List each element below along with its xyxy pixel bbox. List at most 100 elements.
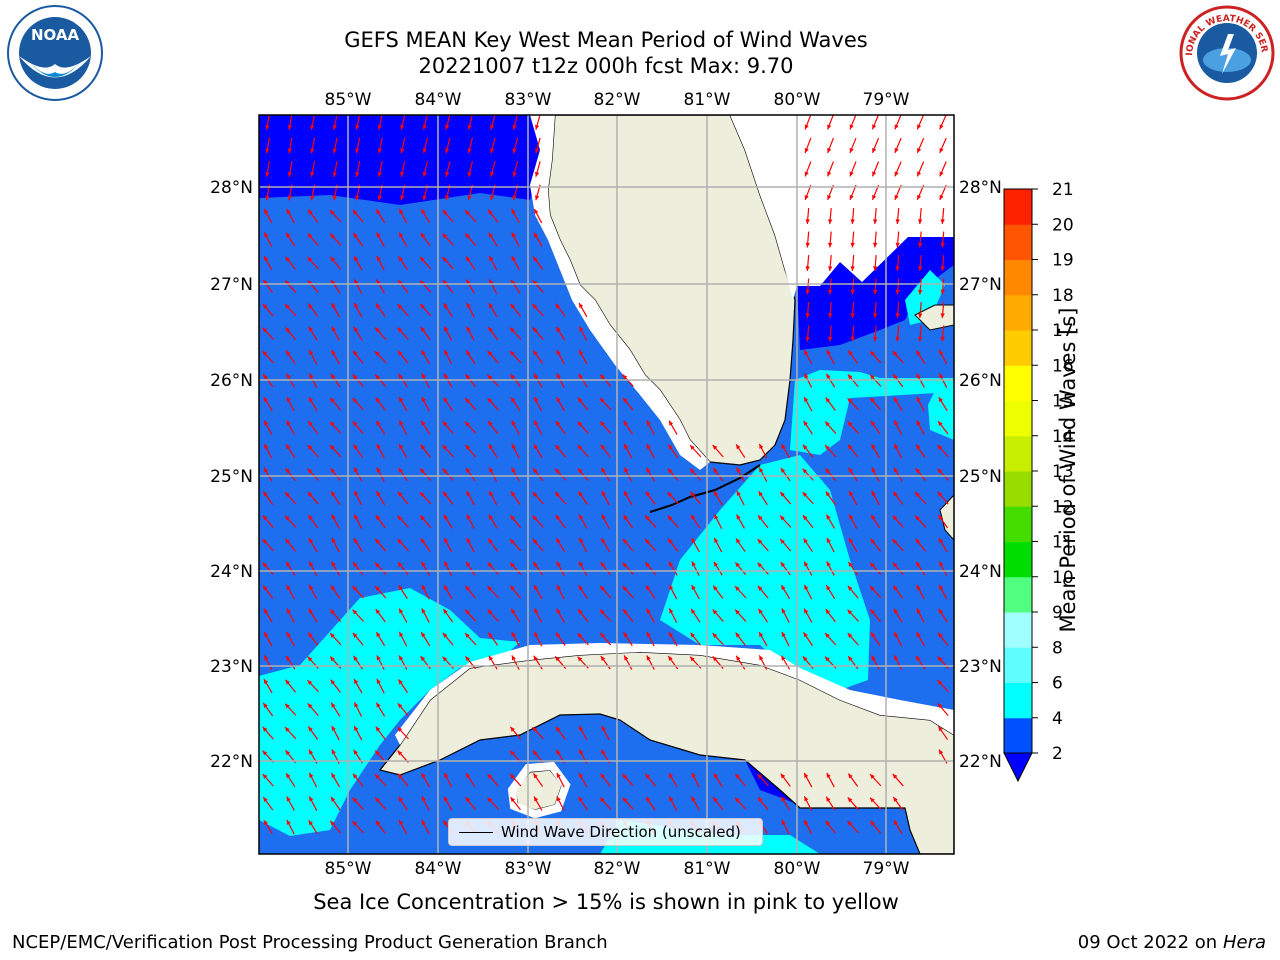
masked-coast-atlantic (730, 115, 954, 300)
wave-direction-arrow (488, 232, 498, 247)
wave-direction-arrow (644, 561, 657, 576)
noaa-logo: NOAA (7, 5, 103, 101)
wave-direction-arrow (488, 255, 498, 271)
wave-direction-arrow (600, 773, 611, 787)
wave-direction-arrow (825, 584, 836, 600)
wave-direction-arrow (286, 608, 295, 623)
wave-direction-arrow (599, 397, 612, 411)
colorbar-tick-label: 20 (1052, 215, 1074, 235)
wave-direction-arrow (914, 515, 927, 528)
wave-direction-arrow (578, 725, 588, 741)
wave-direction-arrow (398, 420, 408, 435)
wave-direction-arrow (376, 255, 385, 271)
wave-direction-arrow (284, 538, 297, 552)
wave-direction-arrow (689, 632, 702, 646)
lat-label-left: 24°N (210, 562, 253, 582)
wave-direction-arrow (918, 254, 923, 272)
lat-label-left: 25°N (210, 467, 253, 487)
colorbar-tick-label: 9 (1052, 603, 1063, 623)
colorbar-segment (1004, 365, 1032, 401)
wave-direction-arrow (667, 468, 679, 481)
wave-direction-arrow (599, 632, 612, 646)
footer-host: Hera (1222, 932, 1266, 953)
wave-direction-arrow (510, 608, 521, 623)
wave-direction-arrow (895, 231, 900, 248)
wave-direction-arrow (600, 561, 611, 576)
wave-direction-arrow (511, 255, 520, 271)
wave-direction-arrow (464, 609, 477, 622)
wave-direction-arrow (330, 256, 341, 270)
wave-direction-arrow (397, 303, 409, 317)
colorbar-segment (1004, 330, 1032, 366)
wave-direction-arrow (646, 655, 655, 670)
wave-direction-arrow (511, 631, 520, 647)
latitude-labels-right: 28°N 27°N 26°N 25°N 24°N 23°N 22°N (959, 178, 1002, 772)
wave-direction-arrow (828, 278, 833, 295)
wave-direction-arrow (353, 702, 363, 717)
wave-direction-arrow (916, 608, 925, 623)
wave-direction-arrow (353, 326, 363, 341)
wave-direction-arrow (667, 655, 679, 670)
wave-direction-arrow (511, 420, 520, 435)
wave-direction-arrow (805, 207, 810, 225)
wave-direction-arrow (937, 420, 949, 435)
wave-direction-arrow (870, 514, 881, 529)
wave-direction-arrow (308, 561, 318, 576)
wave-direction-arrow (263, 678, 273, 694)
wave-direction-arrow (330, 679, 341, 693)
wave-direction-arrow (490, 137, 496, 154)
wave-direction-arrow (487, 209, 499, 223)
wave-direction-arrow (262, 350, 274, 364)
wave-direction-arrow (623, 655, 633, 670)
wave-direction-arrow (374, 538, 387, 552)
wave-direction-arrow (419, 491, 432, 505)
wave-direction-arrow (803, 584, 813, 600)
wave-direction-arrow (421, 396, 430, 412)
wave-direction-arrow (668, 796, 678, 811)
wave-direction-arrow (644, 538, 657, 552)
wave-direction-arrow (375, 420, 386, 435)
wave-direction-arrow (307, 303, 319, 317)
wave-direction-arrow (533, 443, 543, 459)
wave-direction-arrow (939, 115, 947, 130)
wave-direction-arrow (758, 467, 768, 482)
wave-direction-arrow (443, 772, 453, 788)
wave-direction-arrow (578, 561, 588, 576)
wave-direction-arrow (420, 232, 431, 247)
wave-direction-arrow (420, 561, 431, 576)
wave-direction-arrow (780, 561, 791, 576)
wave-direction-arrow (287, 161, 293, 177)
wave-direction-arrow (533, 796, 543, 811)
wave-direction-arrow (422, 161, 428, 177)
wave-direction-arrow (532, 327, 544, 340)
colorbar-label: Mean Period of Wind Waves [s] (1056, 307, 1080, 633)
wave-direction-arrow (510, 396, 521, 412)
lat-label-right: 27°N (959, 275, 1002, 295)
wave-direction-arrow (916, 631, 925, 647)
lon-label-top: 85°W (325, 90, 372, 110)
wave-direction-arrow (939, 137, 947, 154)
wave-direction-arrow (578, 349, 588, 365)
lon-label-bottom: 83°W (505, 859, 552, 879)
wave-direction-arrow (286, 420, 295, 435)
wave-direction-arrow (850, 278, 855, 295)
lat-label-left: 27°N (210, 275, 253, 295)
bahamas-islands-south (939, 494, 954, 541)
legend-label: Wind Wave Direction (unscaled) (501, 823, 741, 841)
footer-date: 09 Oct 2022 on Hera (1078, 932, 1266, 953)
wave-direction-arrow (622, 608, 634, 623)
wave-direction-arrow (331, 537, 340, 553)
wave-direction-arrow (355, 115, 361, 130)
wave-direction-arrow (375, 702, 386, 717)
chart-subtitle: 20221007 t12z 000h fcst Max: 9.70 (418, 54, 794, 78)
colorbar-tick-label: 21 (1052, 180, 1074, 200)
wave-direction-arrow (420, 326, 431, 341)
wave-direction-arrow (848, 514, 858, 529)
wave-direction-arrow (667, 515, 679, 528)
wave-direction-arrow (757, 585, 769, 599)
wave-direction-arrow (533, 420, 543, 435)
wave-direction-arrow (353, 255, 363, 271)
wave-direction-arrow (691, 561, 700, 576)
wave-direction-arrow (578, 537, 588, 553)
wave-direction-arrow (892, 538, 904, 552)
